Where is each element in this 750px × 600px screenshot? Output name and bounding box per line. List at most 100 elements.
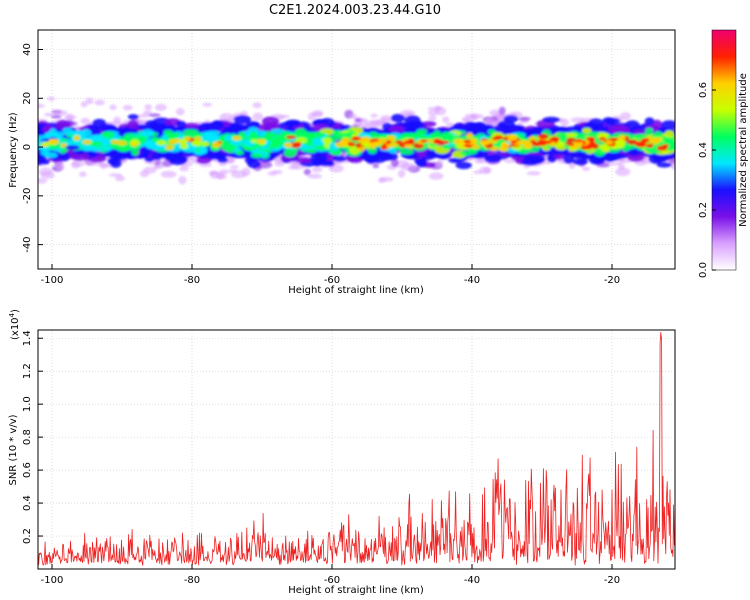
heatmap-cell: [290, 120, 301, 127]
heatmap-cell: [178, 175, 187, 185]
heatmap-cell: [372, 163, 380, 169]
heatmap-cell: [219, 169, 229, 175]
heatmap-cell: [321, 137, 332, 143]
heatmap-cell: [442, 140, 450, 144]
heatmap-cell: [175, 108, 185, 116]
heatmap-cell: [210, 171, 220, 175]
heatmap-cell: [336, 132, 346, 138]
heatmap-cell: [59, 152, 70, 162]
heatmap-cell: [538, 133, 549, 140]
y-tick-label: 0: [22, 144, 33, 150]
heatmap-cell: [131, 147, 139, 156]
heatmap-cell: [191, 140, 202, 147]
heatmap-cell: [645, 127, 654, 136]
heatmap-cell: [81, 144, 93, 152]
heatmap-cell: [390, 113, 406, 123]
heatmap-cell: [109, 104, 117, 111]
heatmap-cell: [43, 141, 52, 146]
heatmap-cell: [428, 115, 437, 122]
heatmap-cell: [644, 117, 655, 125]
heatmap-cell: [227, 169, 238, 173]
heatmap-cell: [43, 152, 58, 158]
heatmap-cell: [640, 138, 650, 143]
heatmap-cell: [436, 139, 445, 145]
heatmap-cell: [265, 132, 279, 138]
snr-plot-area: [38, 330, 675, 569]
heatmap-cell: [256, 139, 267, 144]
heatmap-cell: [73, 135, 81, 141]
heatmap-cell: [144, 120, 158, 129]
heatmap-cell: [602, 117, 615, 126]
heatmap-cell: [136, 114, 150, 118]
heatmap-cell: [312, 137, 325, 146]
heatmap-cell: [387, 152, 399, 161]
heatmap-cell: [466, 132, 474, 139]
spectrogram-y-axis-label: Frequency (Hz): [8, 112, 19, 188]
colorbar-ticks: 0.0 0.2 0.4 0.6: [698, 82, 716, 278]
heatmap-cell: [296, 131, 307, 137]
heatmap-cell: [44, 112, 54, 117]
y-tick-label: 1.4: [22, 330, 33, 346]
heatmap-cell: [210, 120, 224, 131]
heatmap-cell: [474, 159, 484, 164]
heatmap-cell: [379, 177, 394, 182]
x-tick-label: -100: [41, 575, 64, 586]
heatmap-cell: [565, 137, 577, 143]
heatmap-cell: [84, 160, 95, 167]
heatmap-cell: [85, 97, 94, 105]
heatmap-cell: [50, 114, 62, 119]
heatmap-cell: [179, 165, 189, 172]
heatmap-cell: [212, 141, 221, 148]
heatmap-cell: [38, 103, 45, 108]
heatmap-cell: [615, 167, 631, 177]
heatmap-cell: [65, 145, 80, 150]
heatmap-cell: [127, 114, 139, 120]
heatmap-cell: [485, 118, 498, 126]
snr-y-axis-label: SNR (10 * v/v): [8, 414, 19, 485]
heatmap-cell: [224, 134, 235, 142]
heatmap-cell: [176, 120, 187, 128]
heatmap-cell: [565, 142, 573, 146]
heatmap-cell: [252, 112, 264, 121]
heatmap-cell: [150, 151, 161, 159]
heatmap-cell: [362, 154, 381, 162]
heatmap-cell: [200, 141, 210, 147]
heatmap-cell: [233, 115, 252, 124]
heatmap-cell: [235, 150, 244, 156]
heatmap-cell: [131, 139, 139, 145]
heatmap-cell: [358, 146, 365, 152]
heatmap-cell: [156, 140, 167, 146]
heatmap-cell: [526, 171, 541, 176]
heatmap-cell: [542, 116, 561, 123]
heatmap-cell: [154, 164, 165, 169]
heatmap-cell: [315, 153, 328, 162]
heatmap-cell: [48, 144, 57, 150]
heatmap-cell: [349, 146, 360, 155]
heatmap-cell: [303, 168, 311, 176]
heatmap-cell: [346, 155, 360, 163]
heatmap-cell: [311, 166, 323, 173]
heatmap-cell: [313, 131, 325, 137]
heatmap-cell: [283, 142, 293, 148]
heatmap-cell: [247, 158, 261, 169]
spectrogram-x-axis-label: Height of straight line (km): [288, 285, 424, 296]
heatmap-cell: [168, 139, 178, 145]
heatmap-cell: [79, 171, 87, 177]
heatmap-cell: [70, 152, 90, 161]
heatmap-cell: [455, 161, 472, 170]
heatmap-cell: [560, 118, 570, 127]
heatmap-cell: [343, 132, 354, 138]
heatmap-cell: [498, 106, 506, 116]
heatmap-cell: [283, 148, 297, 158]
heatmap-cell: [354, 118, 362, 123]
heatmap-cell: [493, 135, 504, 140]
heatmap-cell: [489, 146, 500, 151]
heatmap-cell: [600, 143, 609, 152]
heatmap-cell: [420, 139, 428, 143]
heatmap-cell: [47, 96, 56, 101]
heatmap-cell: [54, 131, 64, 138]
heatmap-cell: [293, 141, 302, 146]
snr-series-line: [38, 331, 675, 566]
heatmap-cell: [205, 134, 219, 143]
